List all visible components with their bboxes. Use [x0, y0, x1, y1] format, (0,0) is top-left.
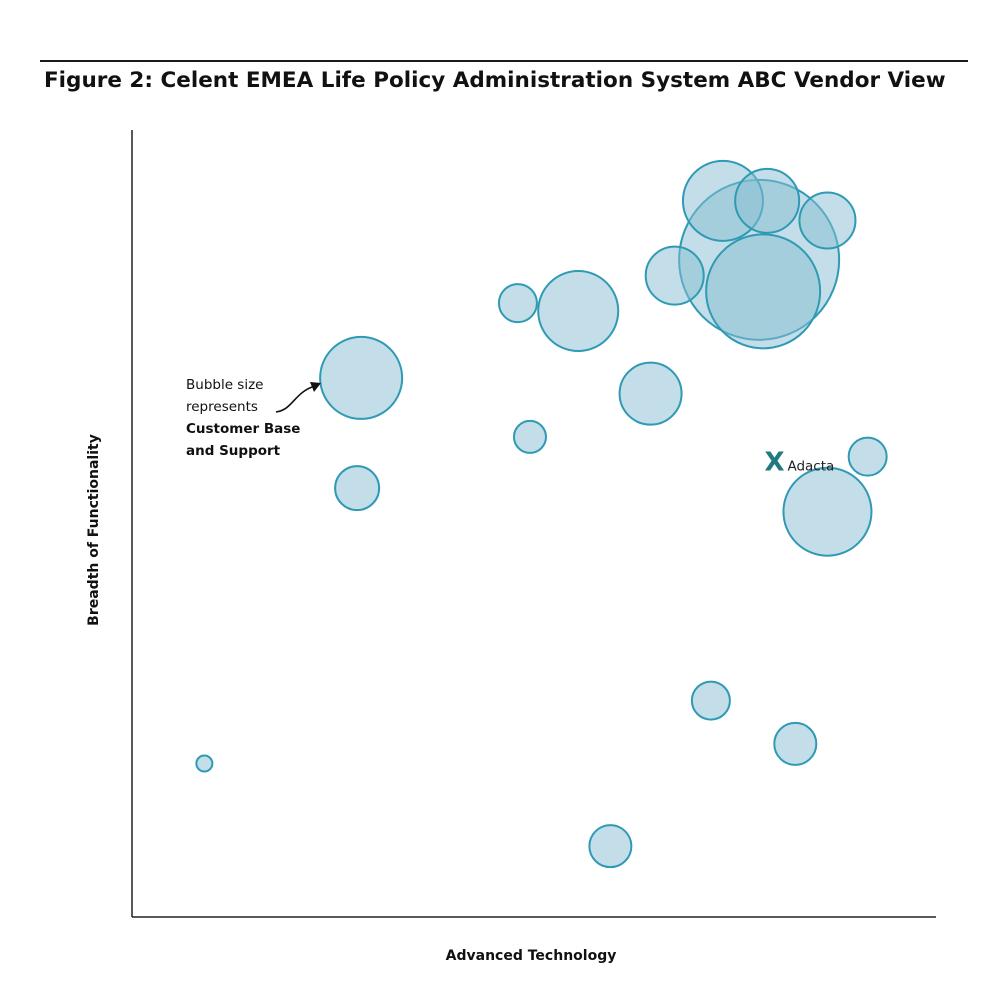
bubbles-layer — [195, 159, 888, 869]
bubble-6 — [537, 270, 620, 353]
bubble-12 — [773, 721, 818, 766]
annotation-line-3: Customer Base — [186, 421, 300, 437]
bubble-2 — [705, 233, 822, 350]
bubble-10 — [798, 191, 857, 250]
bubble-14 — [497, 283, 538, 324]
annotation-line-2: represents — [186, 399, 258, 415]
bubble-13 — [588, 824, 633, 869]
x-axis-label: Advanced Technology — [446, 948, 617, 964]
bubble-16 — [690, 680, 731, 721]
highlight-vendor: X Adacta — [764, 448, 834, 478]
bubble-11 — [334, 465, 381, 512]
title-rule — [40, 60, 968, 62]
bubble-18 — [195, 754, 214, 773]
annotation-arrow — [275, 386, 313, 413]
bubble-8 — [618, 361, 683, 426]
adacta-label: Adacta — [787, 459, 834, 475]
bubble-4 — [319, 335, 404, 420]
annotation-arrowhead — [310, 382, 321, 392]
annotation-line-4: and Support — [186, 443, 281, 459]
figure-title: Figure 2: Celent EMEA Life Policy Admini… — [44, 68, 946, 93]
bubble-3 — [782, 466, 873, 557]
y-axis-label: Breadth of Functionality — [86, 434, 102, 626]
size-annotation: Bubble size represents Customer Base and… — [186, 377, 321, 459]
annotation-line-1: Bubble size — [186, 377, 263, 393]
bubble-17 — [512, 419, 547, 454]
bubble-9 — [644, 245, 705, 306]
adacta-x-marker: X — [764, 448, 784, 478]
bubble-15 — [847, 436, 888, 477]
bubble-7 — [734, 167, 801, 234]
